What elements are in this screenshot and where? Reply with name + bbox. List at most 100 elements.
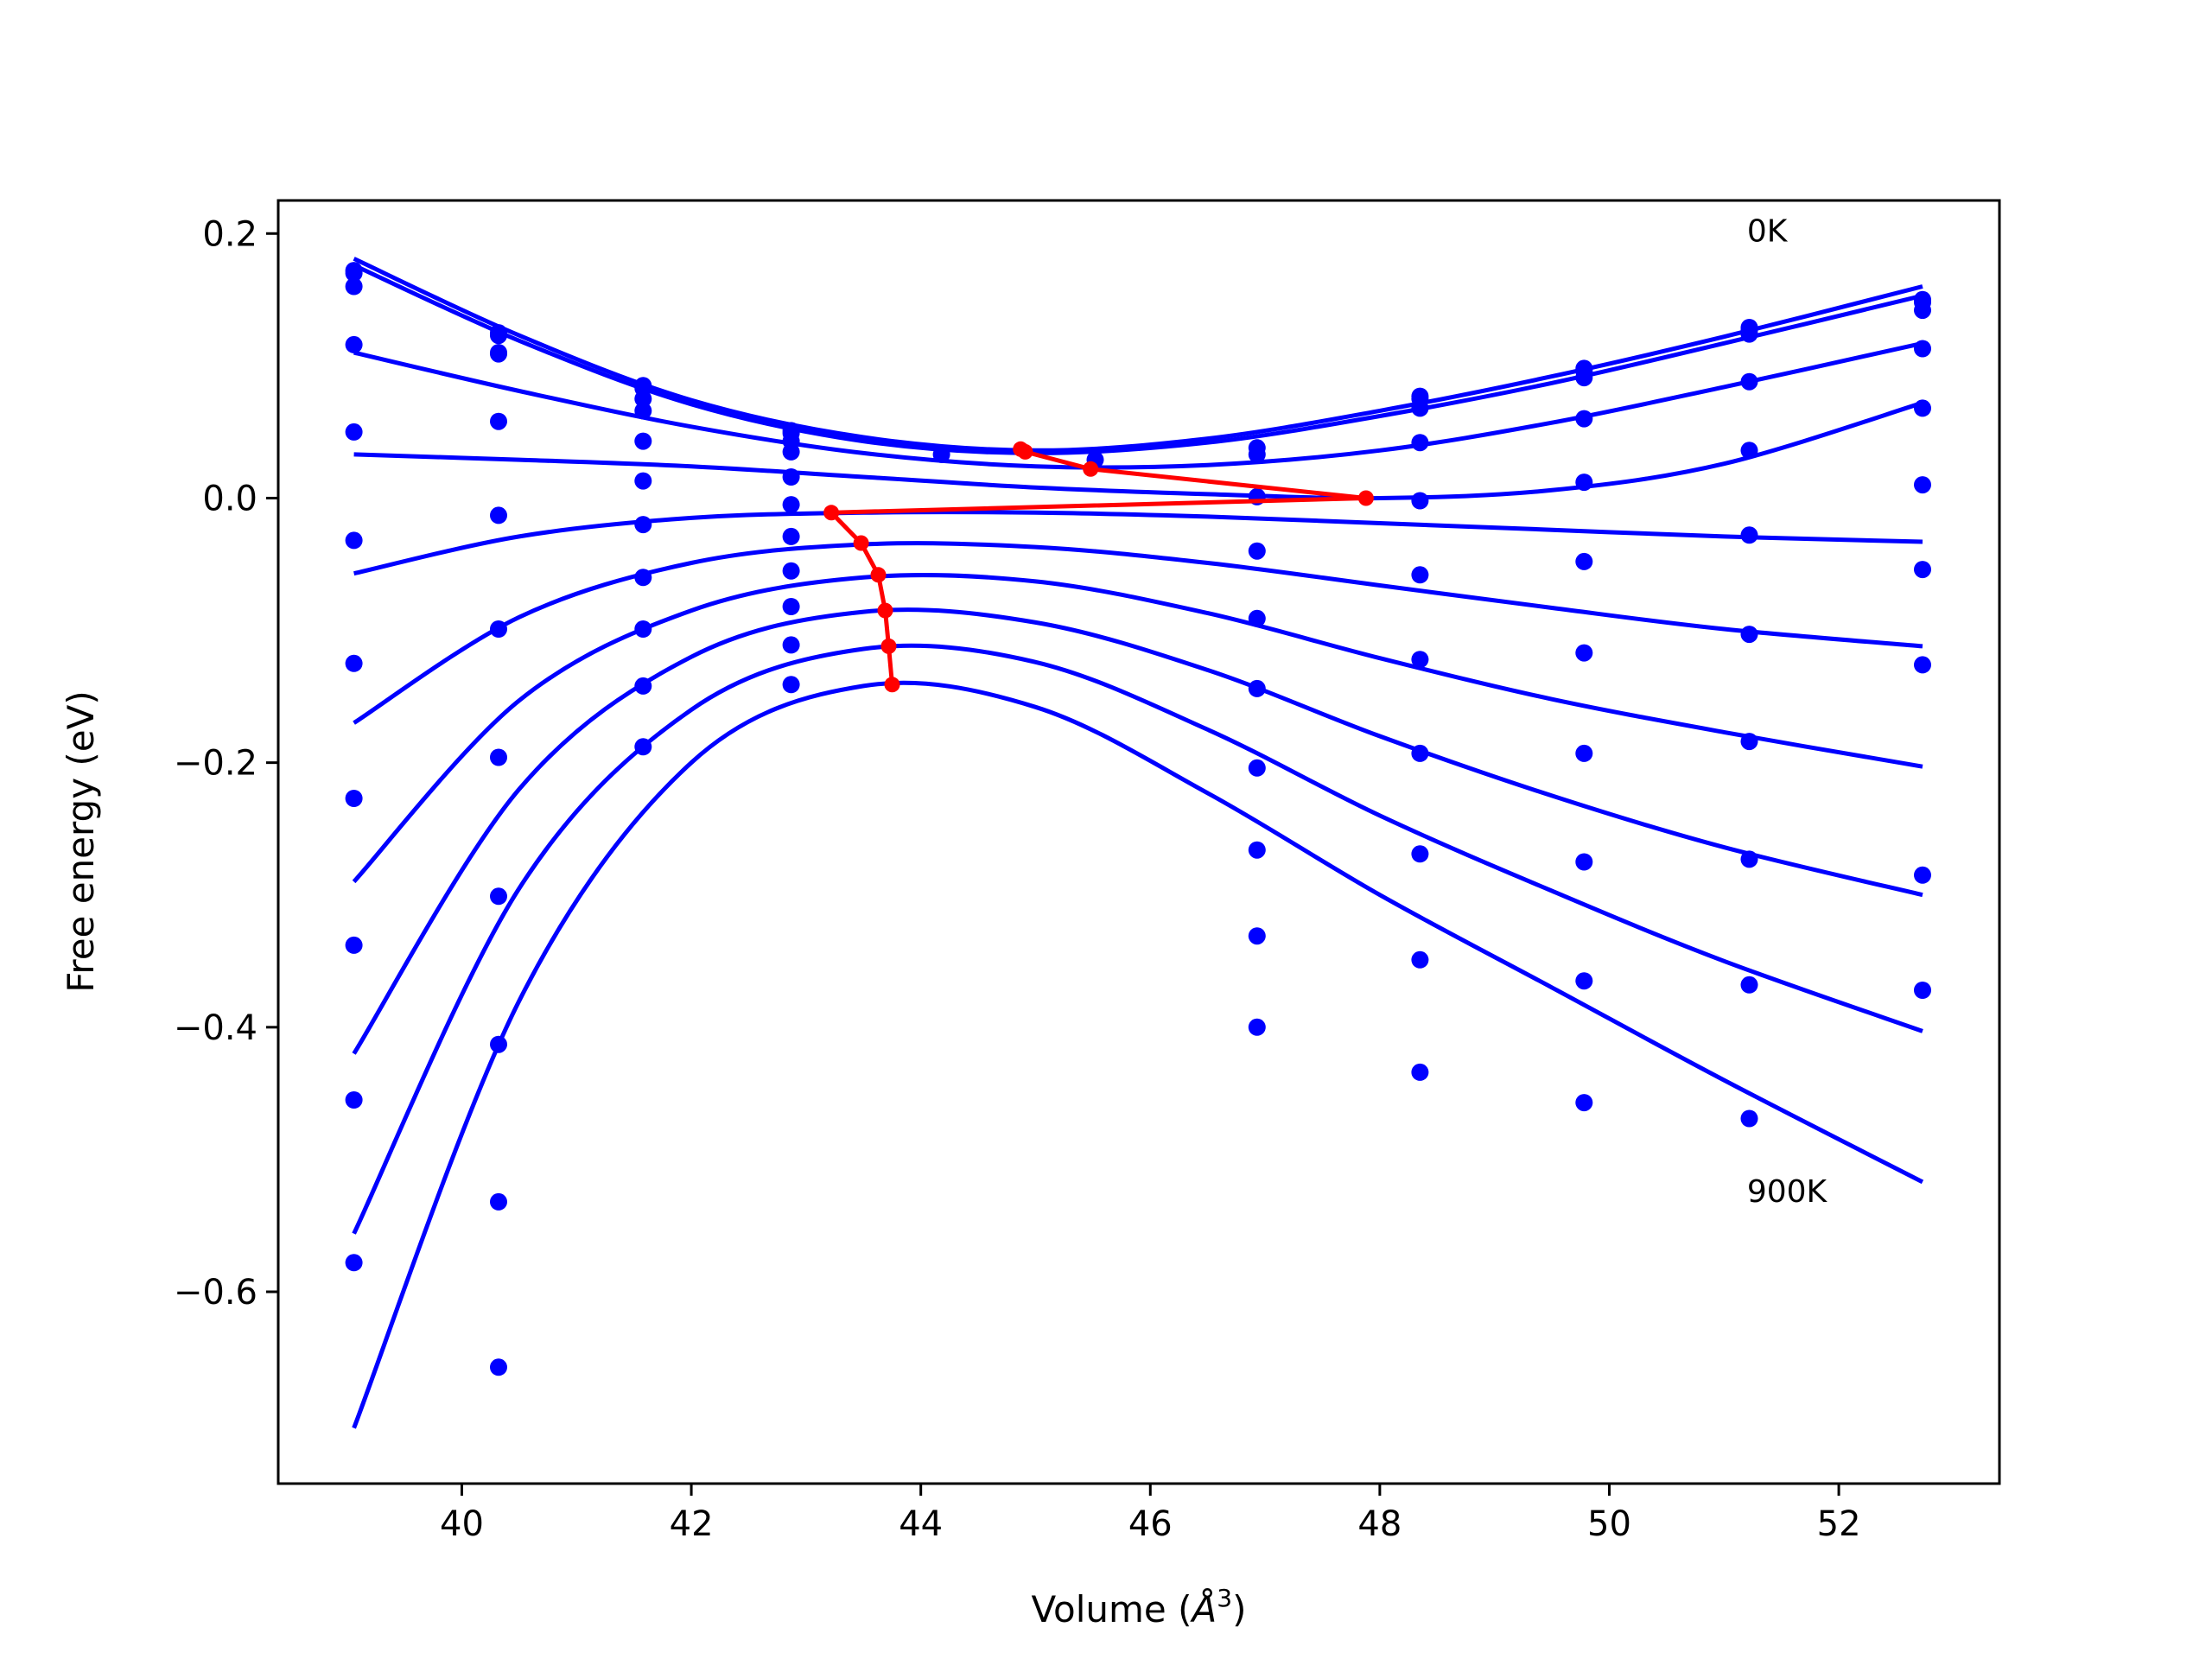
- data-point: [345, 277, 363, 296]
- data-point: [1248, 609, 1266, 627]
- data-point: [1914, 399, 1931, 417]
- data-point: [490, 1358, 507, 1376]
- data-point: [1411, 399, 1429, 417]
- data-point: [1914, 476, 1931, 494]
- data-point: [634, 677, 652, 695]
- x-axis-label-exponent: 3: [1217, 1584, 1232, 1612]
- data-point: [1411, 950, 1429, 969]
- data-point: [1740, 1109, 1758, 1128]
- y-tick-label: −0.4: [174, 1008, 257, 1048]
- y-tick-label: −0.6: [174, 1273, 257, 1313]
- data-point: [782, 527, 800, 545]
- data-point: [490, 345, 507, 363]
- data-point: [1575, 744, 1593, 762]
- data-point: [345, 1254, 363, 1272]
- minimum-point: [1017, 443, 1033, 460]
- plot-content: [345, 257, 1931, 1429]
- minimum-point: [877, 602, 893, 619]
- data-point: [345, 654, 363, 672]
- x-tick-label: 52: [1817, 1504, 1861, 1544]
- x-tick-label: 42: [670, 1504, 714, 1544]
- x-tick-label: 40: [440, 1504, 484, 1544]
- data-point: [1248, 1018, 1266, 1036]
- data-point: [1914, 340, 1931, 358]
- x-tick-label: 46: [1128, 1504, 1173, 1544]
- data-point: [634, 620, 652, 638]
- fit-curve-0: [353, 257, 1923, 453]
- minimum-line: [826, 447, 1367, 685]
- data-point: [1248, 759, 1266, 777]
- data-point: [1575, 853, 1593, 871]
- data-point: [1740, 626, 1758, 644]
- data-point: [634, 390, 652, 408]
- data-point: [782, 562, 800, 580]
- data-point: [1248, 927, 1266, 945]
- data-point: [1740, 442, 1758, 460]
- fit-curve-7: [352, 607, 1923, 1055]
- data-point: [782, 496, 800, 514]
- data-point: [490, 748, 507, 766]
- data-point: [1248, 445, 1266, 463]
- data-point: [490, 887, 507, 906]
- data-point: [490, 620, 507, 638]
- data-point: [1575, 369, 1593, 387]
- y-tick-label: −0.2: [174, 744, 257, 784]
- data-point: [634, 432, 652, 450]
- minimum-point: [870, 567, 887, 583]
- data-point: [1914, 302, 1931, 320]
- x-axis-label: Volume (Å3): [1032, 1584, 1247, 1630]
- minimum-point: [884, 677, 900, 693]
- data-point: [490, 327, 507, 345]
- data-point: [490, 1035, 507, 1053]
- data-point: [1740, 372, 1758, 391]
- fit-curve-9: [352, 680, 1924, 1429]
- data-point: [1740, 850, 1758, 868]
- data-point: [1411, 492, 1429, 510]
- data-point: [1575, 644, 1593, 662]
- data-point: [634, 402, 652, 420]
- data-point: [1411, 434, 1429, 452]
- data-point: [490, 506, 507, 524]
- data-point: [1914, 561, 1931, 579]
- data-point: [1740, 526, 1758, 544]
- data-point: [1411, 744, 1429, 762]
- data-point: [1914, 866, 1931, 884]
- fit-curve-1: [353, 263, 1923, 455]
- data-point: [782, 636, 800, 654]
- data-point: [1248, 841, 1266, 859]
- fit-curve-4: [353, 510, 1923, 576]
- x-axis-label-close: ): [1232, 1588, 1246, 1630]
- fit-curve-2: [353, 340, 1923, 470]
- data-point: [932, 445, 950, 463]
- minimum-point: [823, 505, 840, 521]
- data-point: [490, 1192, 507, 1211]
- data-point: [1740, 976, 1758, 994]
- data-point: [1740, 325, 1758, 343]
- minimum-point: [1083, 461, 1099, 477]
- data-point: [1248, 679, 1266, 697]
- data-point: [634, 569, 652, 587]
- minimum-point: [853, 535, 869, 551]
- data-point: [345, 1091, 363, 1109]
- data-point: [1575, 972, 1593, 990]
- minimum-point: [880, 638, 897, 654]
- y-axis-label: Free energy (eV): [60, 690, 102, 993]
- data-point: [782, 598, 800, 615]
- data-point: [345, 531, 363, 550]
- data-point: [1411, 566, 1429, 584]
- y-tick-label: 0.0: [202, 479, 257, 518]
- data-point: [782, 442, 800, 461]
- data-point: [1411, 845, 1429, 863]
- data-point: [1575, 552, 1593, 570]
- fit-curve-3: [353, 400, 1923, 501]
- x-axis-label-text: Volume (: [1032, 1588, 1192, 1630]
- data-point: [345, 423, 363, 441]
- data-point: [1575, 474, 1593, 492]
- data-point: [782, 676, 800, 694]
- x-axis-label-unit: Å: [1190, 1587, 1217, 1630]
- data-point: [634, 472, 652, 490]
- data-point: [490, 412, 507, 430]
- data-point: [345, 936, 363, 954]
- y-tick-label: 0.2: [202, 214, 257, 254]
